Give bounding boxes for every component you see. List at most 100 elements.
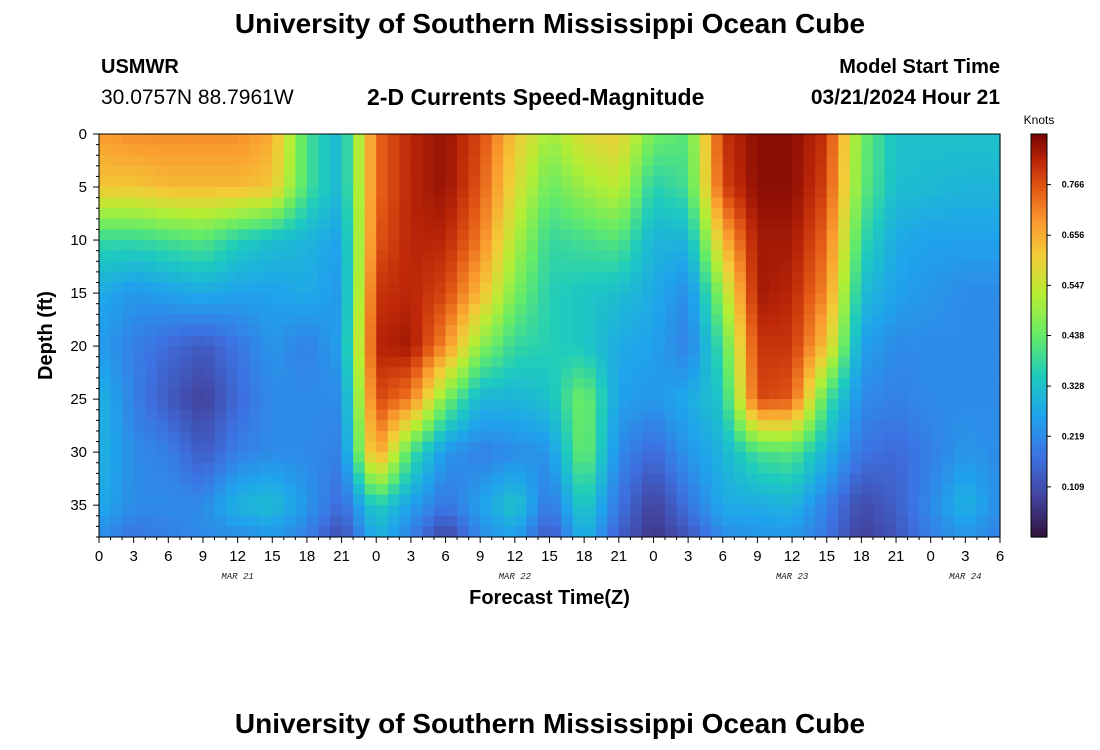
heatmap-cell (792, 240, 805, 252)
heatmap-cell (237, 197, 250, 209)
heatmap-cell (191, 314, 204, 326)
heatmap-cell (907, 399, 920, 411)
heatmap-cell (826, 314, 839, 326)
heatmap-cell (341, 155, 354, 167)
heatmap-cell (457, 452, 470, 464)
heatmap-cell (133, 282, 146, 294)
heatmap-cell (872, 134, 886, 146)
heatmap-cell (976, 452, 990, 464)
heatmap-cell (734, 377, 747, 390)
heatmap-cell (249, 218, 262, 231)
heatmap-cell (179, 473, 193, 485)
heatmap-cell (272, 324, 285, 337)
heatmap-cell (283, 494, 296, 506)
heatmap-cell (792, 176, 805, 188)
heatmap-cell (826, 293, 839, 305)
heatmap-cell (688, 240, 701, 252)
heatmap-cell (387, 144, 400, 156)
colorbar-segment (1031, 466, 1047, 471)
heatmap-cell (514, 356, 527, 368)
heatmap-cell (618, 420, 631, 432)
heatmap-cell (202, 250, 216, 262)
heatmap-cell (318, 452, 331, 464)
heatmap-cell (260, 176, 273, 188)
colorbar-title: Knots (1024, 113, 1055, 127)
heatmap-cell (295, 367, 308, 379)
heatmap-cell (653, 494, 666, 506)
heatmap-cell (376, 218, 389, 231)
heatmap-cell (942, 165, 955, 178)
heatmap-cell (907, 377, 920, 390)
heatmap-cell (156, 473, 169, 485)
heatmap-cell (838, 494, 851, 506)
heatmap-cell (168, 388, 181, 400)
heatmap-cell (930, 208, 943, 220)
heatmap-cell (780, 441, 793, 453)
heatmap-cell (110, 356, 123, 368)
heatmap-cell (491, 240, 504, 252)
heatmap-cell (179, 494, 193, 506)
heatmap-cell (387, 314, 400, 326)
heatmap-cell (133, 441, 146, 453)
heatmap-cell (561, 335, 574, 347)
heatmap-cell (988, 483, 1001, 496)
heatmap-cell (445, 282, 458, 294)
heatmap-cell (884, 409, 897, 421)
heatmap-cell (965, 409, 978, 421)
heatmap-cell (376, 165, 389, 178)
heatmap-cell (872, 261, 886, 273)
heatmap-cell (341, 176, 354, 188)
heatmap-cell (387, 282, 400, 294)
heatmap-cell (283, 515, 296, 527)
heatmap-cell (861, 399, 874, 411)
heatmap-cell (930, 155, 943, 167)
heatmap-cell (491, 377, 504, 390)
heatmap-cell (630, 261, 643, 273)
heatmap-cell (387, 441, 400, 453)
heatmap-cell (653, 240, 666, 252)
heatmap-cell (838, 356, 851, 368)
heatmap-cell (526, 293, 539, 305)
heatmap-cell (595, 515, 608, 527)
heatmap-cell (838, 335, 851, 347)
heatmap-cell (295, 335, 308, 347)
heatmap-cell (387, 176, 400, 188)
heatmap-cell (826, 324, 839, 337)
heatmap-cell (630, 187, 643, 199)
heatmap-cell (457, 324, 470, 337)
heatmap-cell (491, 197, 504, 209)
heatmap-cell (410, 229, 424, 241)
heatmap-cell (283, 303, 296, 315)
heatmap-cell (457, 293, 470, 305)
heatmap-cell (353, 271, 366, 284)
heatmap-cell (537, 377, 551, 390)
heatmap-cell (665, 505, 678, 517)
heatmap-cell (561, 187, 574, 199)
heatmap-cell (930, 197, 943, 209)
heatmap-cell (376, 197, 389, 209)
heatmap-cell (896, 515, 909, 527)
heatmap-cell (722, 229, 735, 241)
heatmap-cell (872, 356, 886, 368)
heatmap-cell (445, 473, 458, 485)
heatmap-cell (306, 229, 320, 241)
heatmap-cell (283, 505, 296, 517)
heatmap-cell (99, 187, 112, 199)
heatmap-cell (168, 399, 181, 411)
heatmap-cell (145, 346, 158, 358)
heatmap-cell (722, 165, 735, 178)
heatmap-cell (526, 420, 539, 432)
heatmap-cell (780, 335, 793, 347)
colorbar-segment (1031, 463, 1047, 468)
x-tick-label: 6 (164, 548, 172, 565)
heatmap-cell (422, 462, 435, 474)
heatmap-cell (226, 494, 239, 506)
heatmap-cell (468, 187, 481, 199)
colorbar-segment (1031, 305, 1047, 310)
heatmap-cell (711, 197, 724, 209)
colorbar-segment (1031, 150, 1047, 155)
heatmap-cell (422, 197, 435, 209)
heatmap-cell (410, 441, 424, 453)
heatmap-cell (202, 144, 216, 156)
heatmap-cell (526, 218, 539, 231)
